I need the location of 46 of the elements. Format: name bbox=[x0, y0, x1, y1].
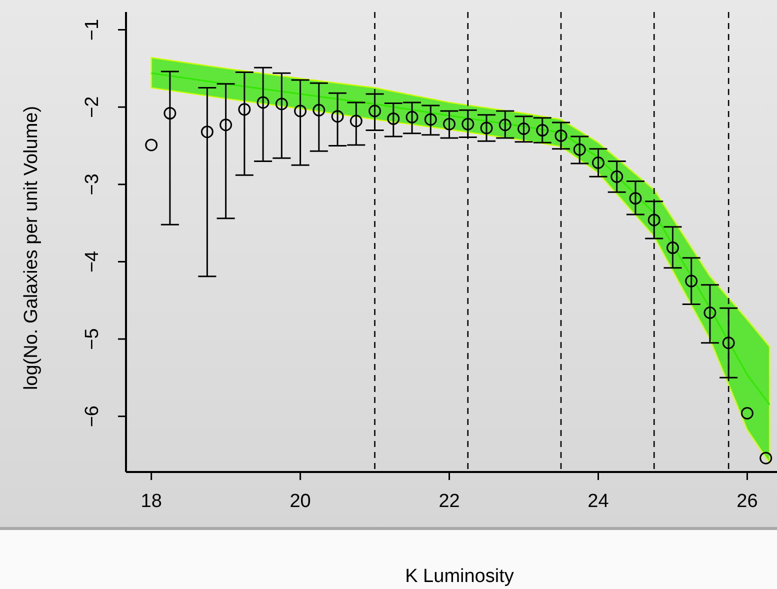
point bbox=[406, 110, 418, 124]
point bbox=[610, 170, 624, 183]
point bbox=[145, 138, 158, 152]
point bbox=[722, 336, 735, 350]
point bbox=[629, 192, 642, 205]
y-tick-label: −3 bbox=[82, 174, 103, 196]
x-tick-label: 26 bbox=[736, 491, 758, 512]
point bbox=[685, 274, 698, 288]
x-tick-label: 20 bbox=[290, 491, 311, 512]
point bbox=[498, 118, 512, 132]
point bbox=[256, 96, 270, 109]
x-axis-title: K Luminosity bbox=[405, 566, 514, 587]
y-tick-label: −4 bbox=[82, 250, 103, 273]
point bbox=[275, 98, 288, 110]
point bbox=[368, 104, 382, 118]
point bbox=[238, 103, 251, 116]
point bbox=[573, 143, 586, 156]
point bbox=[760, 452, 772, 464]
point bbox=[666, 242, 679, 254]
point bbox=[200, 126, 214, 138]
point bbox=[387, 112, 400, 125]
x-tick-label: 24 bbox=[588, 491, 610, 512]
point bbox=[350, 114, 362, 128]
y-tick-label: −1 bbox=[82, 18, 103, 41]
point bbox=[536, 124, 549, 137]
y-tick-label: −5 bbox=[82, 328, 103, 350]
x-tick-label: 22 bbox=[438, 491, 460, 512]
point bbox=[518, 122, 530, 135]
point bbox=[164, 107, 176, 120]
point bbox=[648, 214, 660, 226]
point bbox=[312, 104, 326, 116]
x-tick-label: 18 bbox=[140, 491, 162, 512]
point bbox=[424, 113, 437, 126]
y-axis-title: log(No. Galaxies per unit Volume) bbox=[21, 106, 42, 390]
point bbox=[704, 306, 716, 319]
point bbox=[331, 110, 344, 123]
point bbox=[220, 118, 232, 132]
point bbox=[462, 118, 474, 130]
point bbox=[554, 129, 568, 142]
point bbox=[294, 104, 307, 118]
point bbox=[443, 118, 456, 130]
point bbox=[480, 122, 493, 134]
y-tick-label: −2 bbox=[82, 96, 103, 118]
point bbox=[592, 156, 604, 170]
y-tick-label: −6 bbox=[82, 406, 103, 428]
point bbox=[740, 406, 754, 420]
